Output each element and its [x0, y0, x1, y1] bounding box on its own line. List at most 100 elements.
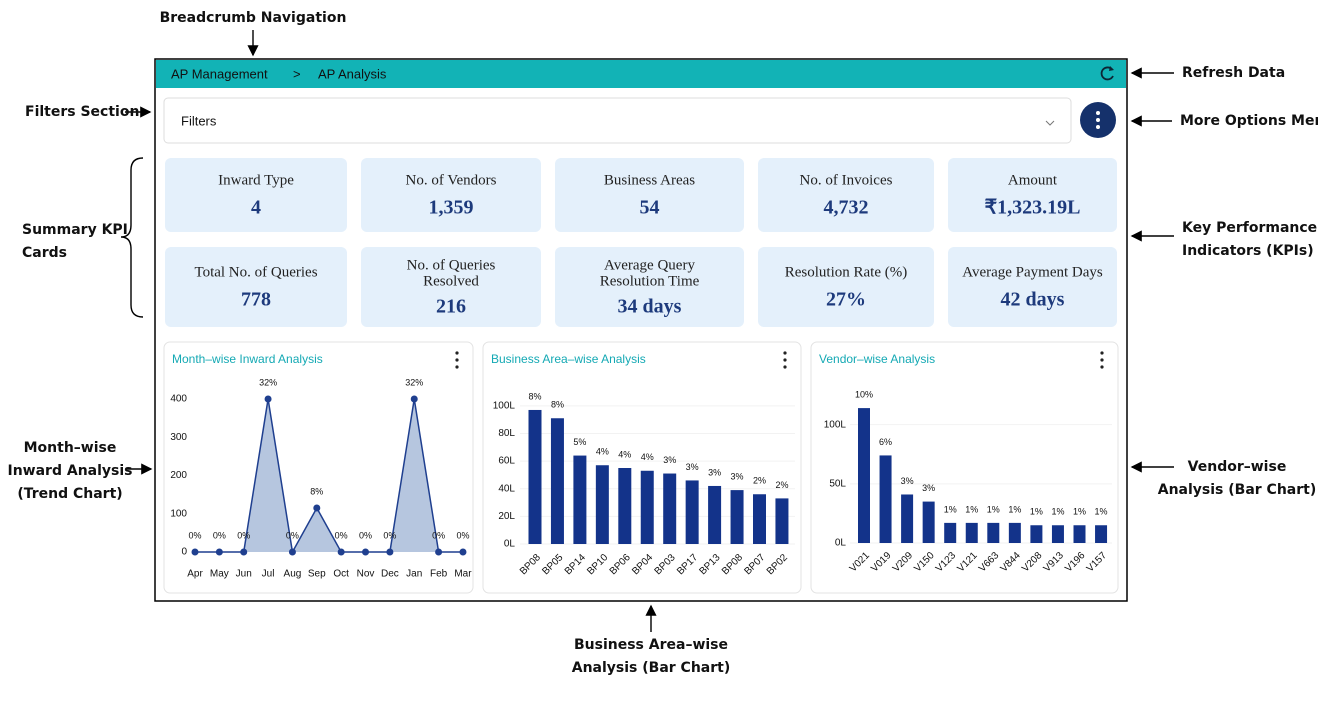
share-label: 1% [1030, 507, 1043, 517]
data-point [264, 395, 272, 403]
share-label: 3% [731, 471, 744, 481]
chart-menu-dot[interactable] [455, 358, 459, 362]
y-tick-label: 20L [498, 511, 515, 522]
chart-title: Business Area–wise Analysis [491, 352, 646, 366]
bar [708, 485, 722, 544]
x-tick-label: Dec [381, 569, 399, 580]
share-label: 0% [432, 530, 445, 540]
kpi-card [165, 247, 347, 327]
data-point [459, 548, 467, 556]
chart-menu-dot[interactable] [1100, 365, 1104, 369]
share-label: 3% [901, 476, 914, 486]
share-label: 32% [259, 377, 277, 387]
x-tick-label: Aug [284, 569, 302, 580]
chart-menu-dot[interactable] [783, 358, 787, 362]
trend-line [195, 398, 463, 555]
bar [550, 418, 564, 544]
x-tick-label: Feb [430, 569, 448, 580]
chart-card [163, 341, 474, 594]
breadcrumb-item[interactable]: AP Management [171, 66, 268, 81]
y-tick-label: 100L [824, 419, 847, 430]
share-label: 0% [286, 530, 299, 540]
annotation-text: Vendor–wise [1188, 459, 1287, 475]
y-tick-label: 300 [170, 432, 187, 443]
bar [922, 501, 935, 543]
share-label: 1% [1095, 507, 1108, 517]
y-tick-label: 100 [170, 508, 187, 519]
y-tick-label: 0L [504, 539, 516, 550]
chart-title: Vendor–wise Analysis [819, 352, 935, 366]
more-options-button[interactable] [1080, 102, 1116, 138]
share-label: 0% [188, 530, 201, 540]
data-point [191, 548, 199, 556]
share-label: 2% [753, 476, 766, 486]
bar [640, 470, 654, 544]
data-point [240, 548, 248, 556]
y-tick-label: 40L [498, 483, 515, 494]
share-label: 0% [383, 530, 396, 540]
y-tick-label: 0 [181, 547, 187, 558]
kpi-card [361, 247, 541, 327]
annotation-text: Refresh Data [1182, 65, 1285, 81]
chart-menu-dot[interactable] [783, 365, 787, 369]
share-label: 32% [405, 377, 423, 387]
filters-label: Filters [181, 113, 217, 128]
y-tick-label: 400 [170, 394, 187, 405]
header-bar [156, 60, 1126, 88]
x-tick-label: May [210, 569, 229, 580]
breadcrumb-item[interactable]: AP Analysis [318, 66, 387, 81]
chart-title: Month–wise Inward Analysis [172, 352, 323, 366]
kpi-card [948, 158, 1117, 232]
x-tick-label: Apr [187, 569, 203, 580]
bar [1051, 525, 1064, 543]
kpi-label: No. of Queries [407, 257, 496, 273]
y-tick-label: 0L [835, 538, 847, 549]
annotation-text: Filters Section [25, 104, 139, 120]
chevron[interactable] [1045, 120, 1055, 126]
breadcrumb-separator: > [293, 66, 301, 81]
bar [753, 494, 766, 544]
bar [1030, 525, 1043, 543]
x-tick-label: Jan [406, 569, 422, 580]
kpi-label: Inward Type [218, 172, 294, 188]
kpi-label: No. of Vendors [406, 172, 497, 188]
y-tick-label: 60L [498, 456, 515, 467]
share-label: 0% [456, 530, 469, 540]
annotation-text: Indicators (KPIs) [1182, 243, 1314, 259]
annotation-text: More Options Menu [1180, 113, 1318, 129]
filters-panel[interactable] [163, 97, 1072, 144]
refresh-button[interactable] [1100, 66, 1114, 81]
data-point [313, 504, 321, 512]
chart-menu-dot[interactable] [1100, 358, 1104, 362]
chart-menu-dot[interactable] [455, 351, 459, 355]
share-label: 0% [335, 530, 348, 540]
bar [987, 522, 1000, 543]
kpi-value: 34 days [618, 296, 682, 318]
annotation-text: Inward Analysis [8, 463, 133, 479]
share-label: 4% [641, 452, 654, 462]
x-tick-label: Nov [357, 569, 375, 580]
kpi-label: Resolution Time [600, 273, 700, 289]
share-label: 8% [551, 400, 564, 410]
share-label: 3% [708, 467, 721, 477]
kpi-card [165, 158, 347, 232]
data-point [386, 548, 394, 556]
bar [901, 494, 914, 543]
bar [1073, 525, 1086, 543]
chart-menu-dot[interactable] [1100, 351, 1104, 355]
bar [618, 468, 632, 544]
annotation-text: Cards [22, 245, 67, 261]
bar [595, 465, 609, 544]
share-label: 0% [213, 530, 226, 540]
data-point [215, 548, 223, 556]
kpi-value: 27% [826, 289, 866, 311]
share-label: 6% [879, 437, 892, 447]
chart-menu-dot[interactable] [455, 365, 459, 369]
bar [879, 455, 892, 543]
chart-menu-dot[interactable] [783, 351, 787, 355]
share-label: 1% [1008, 504, 1021, 514]
data-point [337, 548, 345, 556]
share-label: 1% [944, 504, 957, 514]
kpi-label: Average Payment Days [962, 264, 1103, 280]
